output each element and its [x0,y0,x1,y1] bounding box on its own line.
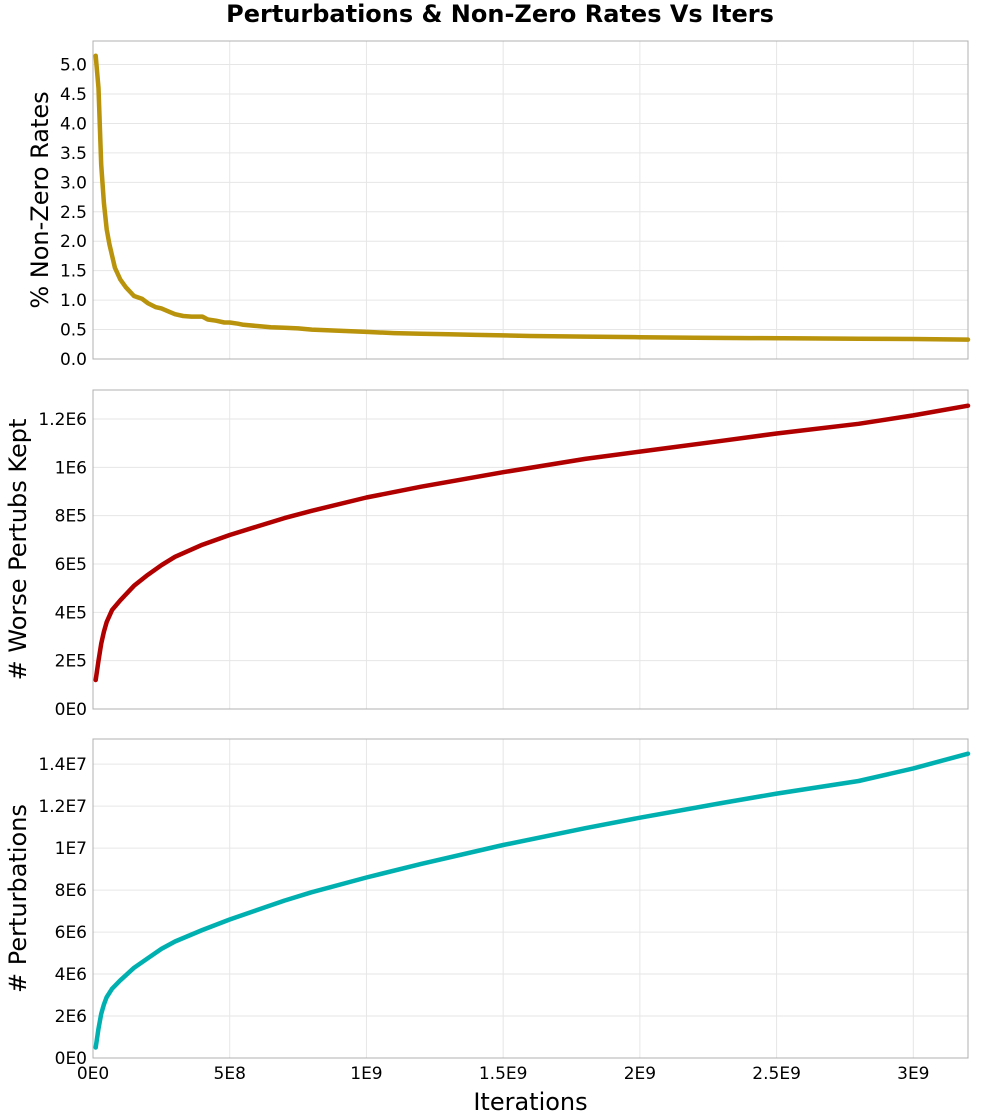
y-tick-label: 4.0 [60,114,87,134]
panel-3: 0E0 2E6 4E6 6E6 8E6 1E7 1.2E7 1.4E7 0E0 5E8 1E9 1.5… [4,738,971,1116]
y-tick-label: 1.5 [60,262,87,282]
y-tick-label: 6E5 [55,555,87,575]
y-tick-label: 0.5 [60,321,87,341]
panel-1: 0.0 0.5 1.0 1.5 2.0 2.5 3.0 3.5 4.0 4.5 5.0 % Non-Z… [26,40,971,370]
y-tick-label: 6E6 [55,923,87,943]
y-tick-label: 2.5 [60,203,87,223]
plot-frame [92,40,969,360]
y-tick-label: 3.5 [60,144,87,164]
y-tick-label: 4E6 [55,965,87,985]
y-axis-label: # Worse Pertubs Kept [4,419,32,681]
x-tick-label: 0E0 [77,1064,109,1084]
x-tick-label: 5E8 [214,1064,246,1084]
x-tick-label: 1E9 [350,1064,382,1084]
y-tick-label: 2E6 [55,1007,87,1027]
y-tick-label: 0.0 [60,350,87,370]
x-tick-label: 2.5E9 [752,1064,801,1084]
y-tick-label: 0E0 [55,700,87,720]
y-tick-label: 8E6 [55,881,87,901]
y-tick-label: 4.5 [60,85,87,105]
panels: 0.0 0.5 1.0 1.5 2.0 2.5 3.0 3.5 4.0 4.5 5.0 % Non-Z… [4,40,971,1116]
x-tick-label: 2E9 [624,1064,656,1084]
series-line-3-1 [93,751,971,1050]
y-tick-label: 0E0 [55,1049,87,1069]
y-tick-label: 4E5 [55,603,87,623]
y-tick-label: 1.4E7 [38,755,87,775]
plot-frame [92,738,969,1059]
y-tick-label: 1.2E6 [38,410,87,430]
y-tick-label: 2.0 [60,232,87,252]
y-tick-label: 8E5 [55,507,87,527]
x-tick-label: 3E9 [897,1064,929,1084]
y-tick-label: 2E5 [55,652,87,672]
y-tick-label: 1E6 [55,458,87,478]
x-tick-label: 1.5E9 [479,1064,528,1084]
y-axis-label: % Non-Zero Rates [26,91,54,308]
y-tick-label: 1E7 [55,839,87,859]
plot-frame [92,389,969,710]
x-axis-label: Iterations [473,1088,587,1116]
y-tick-label: 5.0 [60,56,87,76]
series-line-2-1 [93,403,971,683]
series-line-1-1 [93,53,971,342]
y-tick-label: 1.0 [60,291,87,311]
y-axis-label: # Perturbations [4,804,32,993]
panel-2: 0E0 2E5 4E5 6E5 8E5 1E6 1.2E6 # Worse Pertubs K… [4,389,971,720]
figure-title: Perturbations & Non-Zero Rates Vs Iters [226,0,774,28]
y-tick-label: 1.2E7 [38,797,87,817]
y-tick-label: 3.0 [60,173,87,193]
